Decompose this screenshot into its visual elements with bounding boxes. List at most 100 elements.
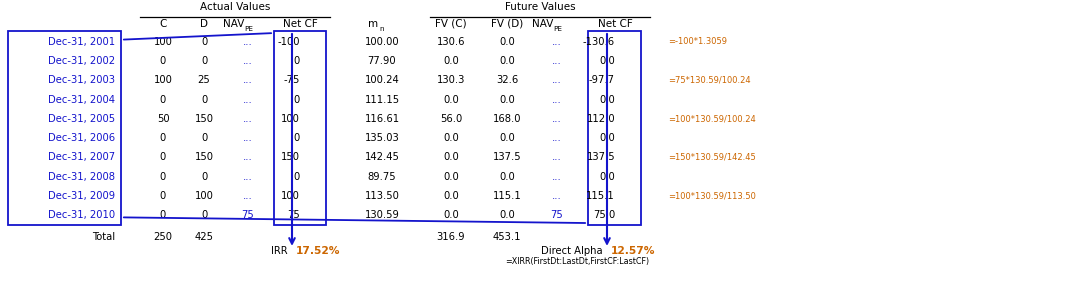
Text: FV (D): FV (D) xyxy=(490,19,523,29)
Text: 0.0: 0.0 xyxy=(443,133,459,143)
Text: 0: 0 xyxy=(293,133,300,143)
Text: Net CF: Net CF xyxy=(282,19,317,29)
Text: 0: 0 xyxy=(201,37,207,47)
Text: 100: 100 xyxy=(153,37,172,47)
Text: 425: 425 xyxy=(194,232,213,242)
Text: 0.0: 0.0 xyxy=(499,94,515,105)
Text: 75: 75 xyxy=(287,210,300,220)
Text: 150: 150 xyxy=(194,152,213,163)
Text: 100: 100 xyxy=(194,191,213,201)
Text: ...: ... xyxy=(244,191,253,201)
Text: Dec-31, 2001: Dec-31, 2001 xyxy=(47,37,115,47)
Text: 0.0: 0.0 xyxy=(599,133,616,143)
Text: Future Values: Future Values xyxy=(505,2,576,12)
Text: 100: 100 xyxy=(281,114,300,124)
Text: 115.1: 115.1 xyxy=(586,191,616,201)
Text: 0.0: 0.0 xyxy=(443,172,459,182)
Text: 0: 0 xyxy=(293,94,300,105)
Text: =-100*1.3059: =-100*1.3059 xyxy=(668,37,727,46)
Text: 0: 0 xyxy=(201,210,207,220)
Text: ...: ... xyxy=(552,94,562,105)
Text: 142.45: 142.45 xyxy=(364,152,400,163)
Text: 0: 0 xyxy=(160,133,166,143)
Text: 0: 0 xyxy=(160,172,166,182)
Text: 168.0: 168.0 xyxy=(493,114,522,124)
Bar xyxy=(274,31,326,225)
Text: 130.59: 130.59 xyxy=(364,210,400,220)
Text: ...: ... xyxy=(552,56,562,66)
Text: PE: PE xyxy=(553,26,562,32)
Text: n: n xyxy=(379,26,384,32)
Text: 75: 75 xyxy=(551,210,564,220)
Text: 0.0: 0.0 xyxy=(499,133,515,143)
Text: 116.61: 116.61 xyxy=(364,114,400,124)
Text: 111.15: 111.15 xyxy=(364,94,400,105)
Text: 0.0: 0.0 xyxy=(499,172,515,182)
Text: Dec-31, 2005: Dec-31, 2005 xyxy=(47,114,115,124)
Text: 0.0: 0.0 xyxy=(499,56,515,66)
Text: 0.0: 0.0 xyxy=(443,191,459,201)
Text: 25: 25 xyxy=(197,75,210,85)
Text: =100*130.59/100.24: =100*130.59/100.24 xyxy=(668,114,756,123)
Text: 137.5: 137.5 xyxy=(493,152,522,163)
Text: 150: 150 xyxy=(194,114,213,124)
Text: 0: 0 xyxy=(293,172,300,182)
Text: 0.0: 0.0 xyxy=(443,210,459,220)
Text: Dec-31, 2008: Dec-31, 2008 xyxy=(49,172,115,182)
Text: 250: 250 xyxy=(153,232,172,242)
Text: Dec-31, 2009: Dec-31, 2009 xyxy=(47,191,115,201)
Text: ...: ... xyxy=(244,152,253,163)
Text: 316.9: 316.9 xyxy=(437,232,466,242)
Text: 100: 100 xyxy=(281,191,300,201)
Text: 137.5: 137.5 xyxy=(586,152,616,163)
Text: =75*130.59/100.24: =75*130.59/100.24 xyxy=(668,76,750,85)
Text: 32.6: 32.6 xyxy=(496,75,519,85)
Text: 0: 0 xyxy=(160,152,166,163)
Text: ...: ... xyxy=(552,114,562,124)
Text: C: C xyxy=(160,19,167,29)
Text: 130.3: 130.3 xyxy=(437,75,466,85)
Text: 0: 0 xyxy=(201,172,207,182)
Text: 12.57%: 12.57% xyxy=(611,246,655,256)
Text: ...: ... xyxy=(552,37,562,47)
Text: -97.7: -97.7 xyxy=(589,75,616,85)
Text: 0: 0 xyxy=(201,56,207,66)
Text: 0.0: 0.0 xyxy=(443,94,459,105)
Text: Dec-31, 2002: Dec-31, 2002 xyxy=(47,56,115,66)
Bar xyxy=(588,31,641,225)
Text: ...: ... xyxy=(552,152,562,163)
Text: Direct Alpha: Direct Alpha xyxy=(541,246,603,256)
Text: ...: ... xyxy=(244,133,253,143)
Text: 75.0: 75.0 xyxy=(593,210,616,220)
Text: 100.24: 100.24 xyxy=(364,75,399,85)
Text: -130.6: -130.6 xyxy=(583,37,616,47)
Text: PE: PE xyxy=(244,26,253,32)
Text: 113.50: 113.50 xyxy=(364,191,400,201)
Text: D: D xyxy=(201,19,208,29)
Text: 453.1: 453.1 xyxy=(493,232,522,242)
Text: 135.03: 135.03 xyxy=(364,133,399,143)
Text: FV (C): FV (C) xyxy=(436,19,467,29)
Text: ...: ... xyxy=(244,75,253,85)
Text: 50: 50 xyxy=(156,114,169,124)
Text: =150*130.59/142.45: =150*130.59/142.45 xyxy=(668,153,756,162)
Text: 0.0: 0.0 xyxy=(499,210,515,220)
Text: 100: 100 xyxy=(153,75,172,85)
Text: NAV: NAV xyxy=(531,19,553,29)
Text: ...: ... xyxy=(552,133,562,143)
Text: 56.0: 56.0 xyxy=(440,114,462,124)
Text: 115.1: 115.1 xyxy=(493,191,522,201)
Text: Dec-31, 2006: Dec-31, 2006 xyxy=(47,133,115,143)
Text: ...: ... xyxy=(552,191,562,201)
Text: ...: ... xyxy=(552,75,562,85)
Text: ...: ... xyxy=(244,172,253,182)
Text: 0: 0 xyxy=(160,94,166,105)
Text: ...: ... xyxy=(244,37,253,47)
Text: 130.6: 130.6 xyxy=(437,37,466,47)
Text: m: m xyxy=(368,19,378,29)
Text: Actual Values: Actual Values xyxy=(199,2,271,12)
Text: IRR: IRR xyxy=(272,246,288,256)
Text: 0.0: 0.0 xyxy=(599,94,616,105)
Text: Total: Total xyxy=(92,232,115,242)
Text: ...: ... xyxy=(244,114,253,124)
